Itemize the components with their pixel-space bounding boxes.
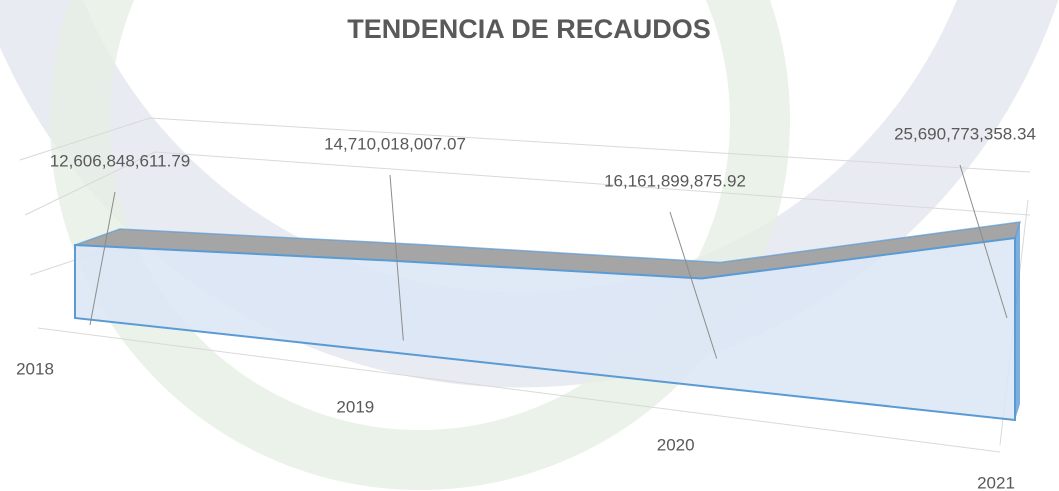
x-tick-label: 2019 (336, 397, 374, 416)
x-tick-label: 2021 (977, 473, 1015, 491)
ribbon-end (1015, 222, 1020, 420)
x-tick-label: 2018 (16, 359, 54, 378)
chart: TENDENCIA DE RECAUDOS 12,606,848,611.79 1… (0, 0, 1059, 491)
x-tick-label: 2020 (657, 435, 695, 454)
data-label: 25,690,773,358.34 (894, 124, 1036, 143)
chart-title: TENDENCIA DE RECAUDOS (347, 14, 711, 44)
data-label: 16,161,899,875.92 (604, 171, 746, 190)
data-label: 12,606,848,611.79 (50, 151, 191, 170)
data-label: 14,710,018,007.07 (324, 134, 466, 153)
